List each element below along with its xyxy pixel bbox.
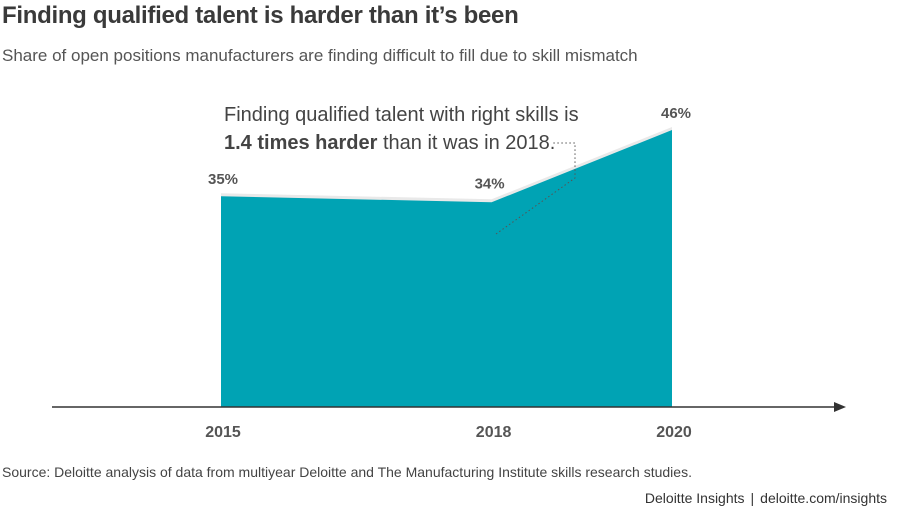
footer-separator: |: [750, 490, 755, 506]
annotation-leader-line: [495, 142, 576, 235]
chart-title: Finding qualified talent is harder than …: [2, 2, 519, 29]
x-tick-label-2015: 2015: [205, 424, 241, 441]
annotation-rest: than it was in 2018.: [377, 132, 556, 154]
annotation-line-1: Finding qualified talent with right skil…: [224, 104, 579, 126]
footer-brand: Deloitte Insights: [644, 490, 745, 506]
area-series: [221, 130, 672, 407]
data-label-2020: 46%: [661, 105, 691, 122]
footer-url: deloitte.com/insights: [760, 490, 887, 506]
x-tick-label-2020: 2020: [656, 424, 692, 441]
annotation-bold: 1.4 times harder: [224, 132, 378, 154]
data-label-2015: 35%: [208, 171, 238, 188]
annotation-line-2: 1.4 times harder than it was in 2018.: [224, 129, 579, 157]
source-note: Source: Deloitte analysis of data from m…: [2, 464, 692, 480]
footer: Deloitte Insights | deloitte.com/insights: [645, 490, 887, 506]
x-axis-arrow: [834, 402, 846, 412]
annotation: Finding qualified talent with right skil…: [224, 101, 579, 157]
data-label-2018: 34%: [475, 175, 505, 192]
chart-subtitle: Share of open positions manufacturers ar…: [2, 46, 638, 65]
x-tick-label-2018: 2018: [476, 424, 512, 441]
